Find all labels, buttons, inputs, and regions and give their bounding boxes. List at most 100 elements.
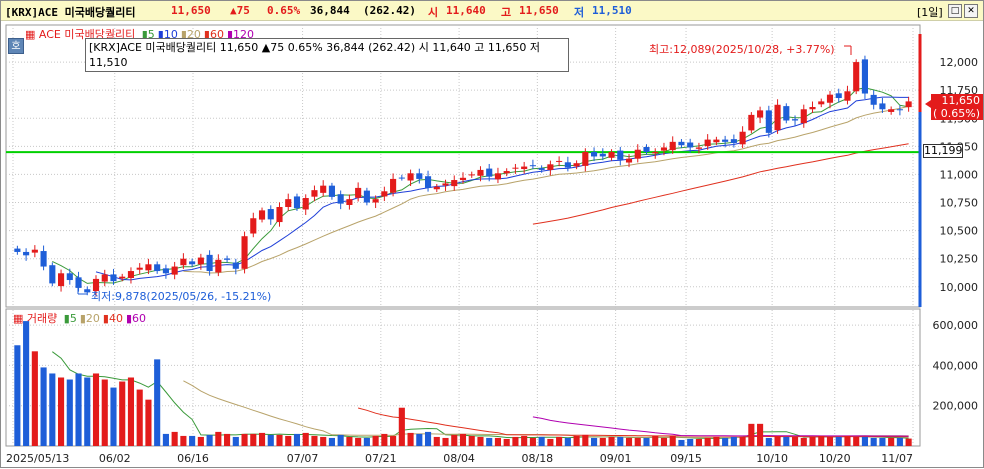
- volume-ma-legend-5[interactable]: ▮5: [63, 312, 77, 325]
- price-tick-label: 10,500: [940, 225, 979, 238]
- volume-bar: [757, 423, 764, 446]
- ma-legend-10[interactable]: ▮10: [157, 28, 178, 41]
- candle-body: [136, 267, 143, 270]
- volume-bar: [468, 435, 475, 446]
- candle-body: [477, 169, 484, 176]
- high-value: 11,650: [519, 4, 559, 17]
- candle-body: [888, 109, 895, 112]
- date-tick-label: 11/07: [881, 452, 913, 465]
- ma-legend-5[interactable]: ▮5: [141, 28, 155, 41]
- trade-amount: (262.42): [363, 4, 416, 17]
- candle-body: [145, 264, 152, 271]
- volume-bar: [293, 433, 301, 446]
- candle-body: [669, 141, 676, 151]
- candle-body: [92, 278, 100, 292]
- candle-body: [101, 274, 108, 282]
- price-tick-label: 10,750: [940, 197, 979, 210]
- volume-ma-legend-60[interactable]: ▮60: [125, 312, 147, 325]
- candle-body: [127, 271, 135, 279]
- volume-tick-label: 200,000: [933, 400, 979, 413]
- side-toggle-button[interactable]: 호: [8, 38, 24, 54]
- volume-bar: [232, 436, 239, 446]
- volume-bar: [276, 434, 283, 446]
- volume-bar: [521, 435, 528, 446]
- ticker-name: [KRX]ACE 미국배당퀄리티: [5, 6, 136, 19]
- volume-ma-legend-20[interactable]: ▮20: [79, 312, 100, 325]
- volume-bar: [23, 321, 30, 446]
- volume-bar: [372, 435, 379, 446]
- volume-bar: [442, 437, 449, 446]
- volume-tick-label: 600,000: [933, 319, 979, 332]
- candle-body: [154, 264, 161, 272]
- candle-body: [337, 194, 344, 204]
- candle-body: [250, 218, 257, 234]
- candle-body: [512, 167, 519, 169]
- volume-bar: [599, 437, 606, 446]
- volume-bar: [311, 435, 318, 446]
- candle-body: [599, 153, 606, 157]
- volume-bar: [678, 439, 685, 446]
- volume-bar: [49, 373, 56, 446]
- date-tick-label: 07/07: [287, 452, 319, 465]
- volume-bar: [381, 433, 388, 446]
- candle-body: [687, 142, 694, 148]
- minimize-button[interactable]: □: [948, 4, 962, 18]
- period-label[interactable]: [1일]: [917, 6, 943, 19]
- volume-bar: [748, 423, 755, 446]
- candle-body: [197, 257, 204, 265]
- candle-body: [861, 59, 868, 94]
- candle-body: [416, 173, 423, 179]
- title-bar: [KRX]ACE 미국배당퀄리티 11,650 ▲75 0.65% 36,844…: [1, 1, 983, 21]
- candle-body: [617, 150, 624, 160]
- volume-bar: [451, 434, 458, 446]
- volume-bar: [660, 437, 668, 446]
- volume-bar: [774, 435, 781, 446]
- date-tick-label: 07/21: [365, 452, 397, 465]
- low-value: 11,510: [592, 4, 632, 17]
- volume-bar: [180, 435, 187, 446]
- price-panel-frame: [5, 24, 921, 308]
- candle-body: [285, 199, 292, 208]
- candle-body: [206, 254, 213, 272]
- volume-bar: [407, 432, 414, 446]
- candle-body: [739, 131, 746, 145]
- candle-body: [730, 139, 737, 143]
- volume-bar: [538, 436, 545, 446]
- volume-bar: [215, 431, 222, 446]
- ma-legend-20[interactable]: ▮20: [180, 28, 201, 41]
- volume-bar: [800, 437, 807, 446]
- ma-legend-120[interactable]: ▮120: [226, 28, 255, 41]
- candle-body: [870, 94, 877, 105]
- date-axis: 2025/05/13 06/02 06/16 07/07 07/21 08/04 08/18…: [6, 452, 913, 465]
- ma20-line: [183, 105, 909, 274]
- price-axis: 12,00011,75011,50011,25011,00010,75010,5…: [940, 56, 979, 294]
- candle-body: [722, 139, 729, 142]
- volume-axis: 600,000 400,000 200,000: [933, 319, 979, 413]
- candle-body: [905, 101, 912, 108]
- candle-body: [320, 185, 327, 193]
- volume-bar: [722, 437, 729, 446]
- candlestick-series: [14, 55, 912, 297]
- volume-value: 36,844: [310, 4, 350, 17]
- candle-body: [424, 176, 432, 188]
- ma-legend-60[interactable]: ▮60: [203, 28, 224, 41]
- volume-bars: [14, 321, 912, 446]
- volume-bar: [617, 436, 624, 446]
- candle-body: [23, 251, 30, 256]
- candle-body: [459, 177, 467, 181]
- chart-canvas[interactable]: 12,00011,75011,50011,25011,00010,75010,5…: [1, 22, 984, 469]
- candle-body: [14, 248, 21, 252]
- date-tick-label: 06/02: [99, 452, 131, 465]
- change-percent: 0.65%: [267, 4, 301, 17]
- volume-bar: [355, 437, 362, 446]
- volume-ma5-line: [52, 351, 909, 440]
- volume-bar: [337, 434, 344, 446]
- volume-bar: [459, 433, 467, 446]
- volume-bar: [765, 437, 772, 446]
- volume-bar: [905, 438, 912, 446]
- close-button[interactable]: ✕: [964, 4, 978, 18]
- volume-ma-legend-40[interactable]: ▮40: [102, 312, 123, 325]
- candle-body: [695, 147, 702, 149]
- candle-body: [521, 166, 528, 170]
- candle-body: [31, 249, 38, 253]
